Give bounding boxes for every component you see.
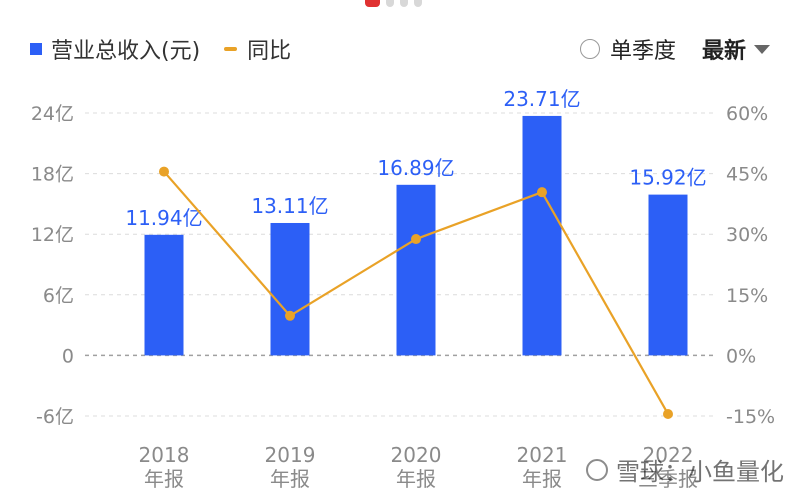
- right-axis-tick-label: 45%: [726, 164, 768, 186]
- bar-data-label: 15.92亿: [629, 166, 706, 190]
- x-axis-tick-label: 2022: [643, 443, 694, 467]
- yoy-point: [159, 166, 169, 177]
- yoy-point: [537, 187, 547, 198]
- left-axis-tick-label: -6亿: [36, 406, 74, 428]
- sort-dropdown-label[interactable]: 最新: [701, 39, 746, 64]
- legend-bar-swatch: [30, 43, 42, 55]
- pager-dot[interactable]: [386, 0, 394, 7]
- bar-data-label: 23.71亿: [503, 87, 580, 111]
- right-axis-tick-label: 60%: [726, 103, 768, 125]
- left-axis-tick-label: 0: [62, 345, 74, 367]
- left-axis-tick-label: 18亿: [31, 164, 74, 186]
- snowball-logo-icon: [586, 458, 608, 481]
- legend-bar-label[interactable]: 营业总收入(元): [51, 39, 201, 64]
- pager-dot[interactable]: [414, 0, 422, 7]
- x-axis-tick-label: 2019: [265, 443, 316, 467]
- x-axis-tick-label: 三季报: [638, 467, 698, 491]
- left-axis-tick-label: 24亿: [31, 103, 74, 125]
- x-axis-tick-label: 2018: [139, 443, 190, 467]
- right-axis-tick-label: 15%: [726, 285, 768, 307]
- watermark: 雪球：小鱼量化: [586, 452, 784, 487]
- x-axis-tick-label: 年报: [396, 467, 436, 491]
- single-quarter-label[interactable]: 单季度: [609, 39, 676, 64]
- right-axis-tick-label: -15%: [726, 406, 775, 428]
- revenue-bar: [144, 234, 184, 356]
- chart-controls: 单季度 最新: [579, 33, 770, 65]
- legend-line-label[interactable]: 同比: [247, 39, 292, 64]
- yoy-point: [663, 408, 673, 419]
- right-axis-tick-label: 30%: [726, 224, 768, 246]
- x-axis-tick-label: 2021: [517, 443, 568, 467]
- x-axis-tick-label: 年报: [144, 467, 184, 491]
- revenue-bar: [396, 184, 436, 356]
- revenue-bar: [648, 194, 688, 356]
- x-axis-tick-label: 年报: [522, 467, 562, 491]
- chevron-down-icon[interactable]: [754, 44, 770, 54]
- bar-data-label: 11.94亿: [125, 206, 202, 230]
- watermark-text: 雪球：小鱼量化: [616, 458, 784, 486]
- carousel-pager[interactable]: [365, 0, 422, 7]
- x-axis-tick-label: 2020: [391, 443, 442, 467]
- left-axis-tick-label: 6亿: [43, 285, 74, 307]
- bar-data-label: 16.89亿: [377, 156, 454, 180]
- bar-data-label: 13.11亿: [251, 194, 328, 218]
- chart-legend: 营业总收入(元) 同比: [30, 33, 291, 65]
- yoy-point: [285, 310, 295, 321]
- pager-dot[interactable]: [400, 0, 408, 7]
- right-axis-tick-label: 0%: [726, 345, 756, 367]
- left-axis-tick-label: 12亿: [31, 224, 74, 246]
- revenue-bar: [522, 115, 562, 356]
- legend-line-swatch: [224, 47, 238, 51]
- x-axis-tick-label: 年报: [270, 467, 310, 491]
- revenue-bar: [270, 222, 310, 356]
- single-quarter-radio[interactable]: [579, 39, 600, 59]
- pager-dot-active[interactable]: [365, 0, 380, 7]
- yoy-point: [411, 234, 421, 245]
